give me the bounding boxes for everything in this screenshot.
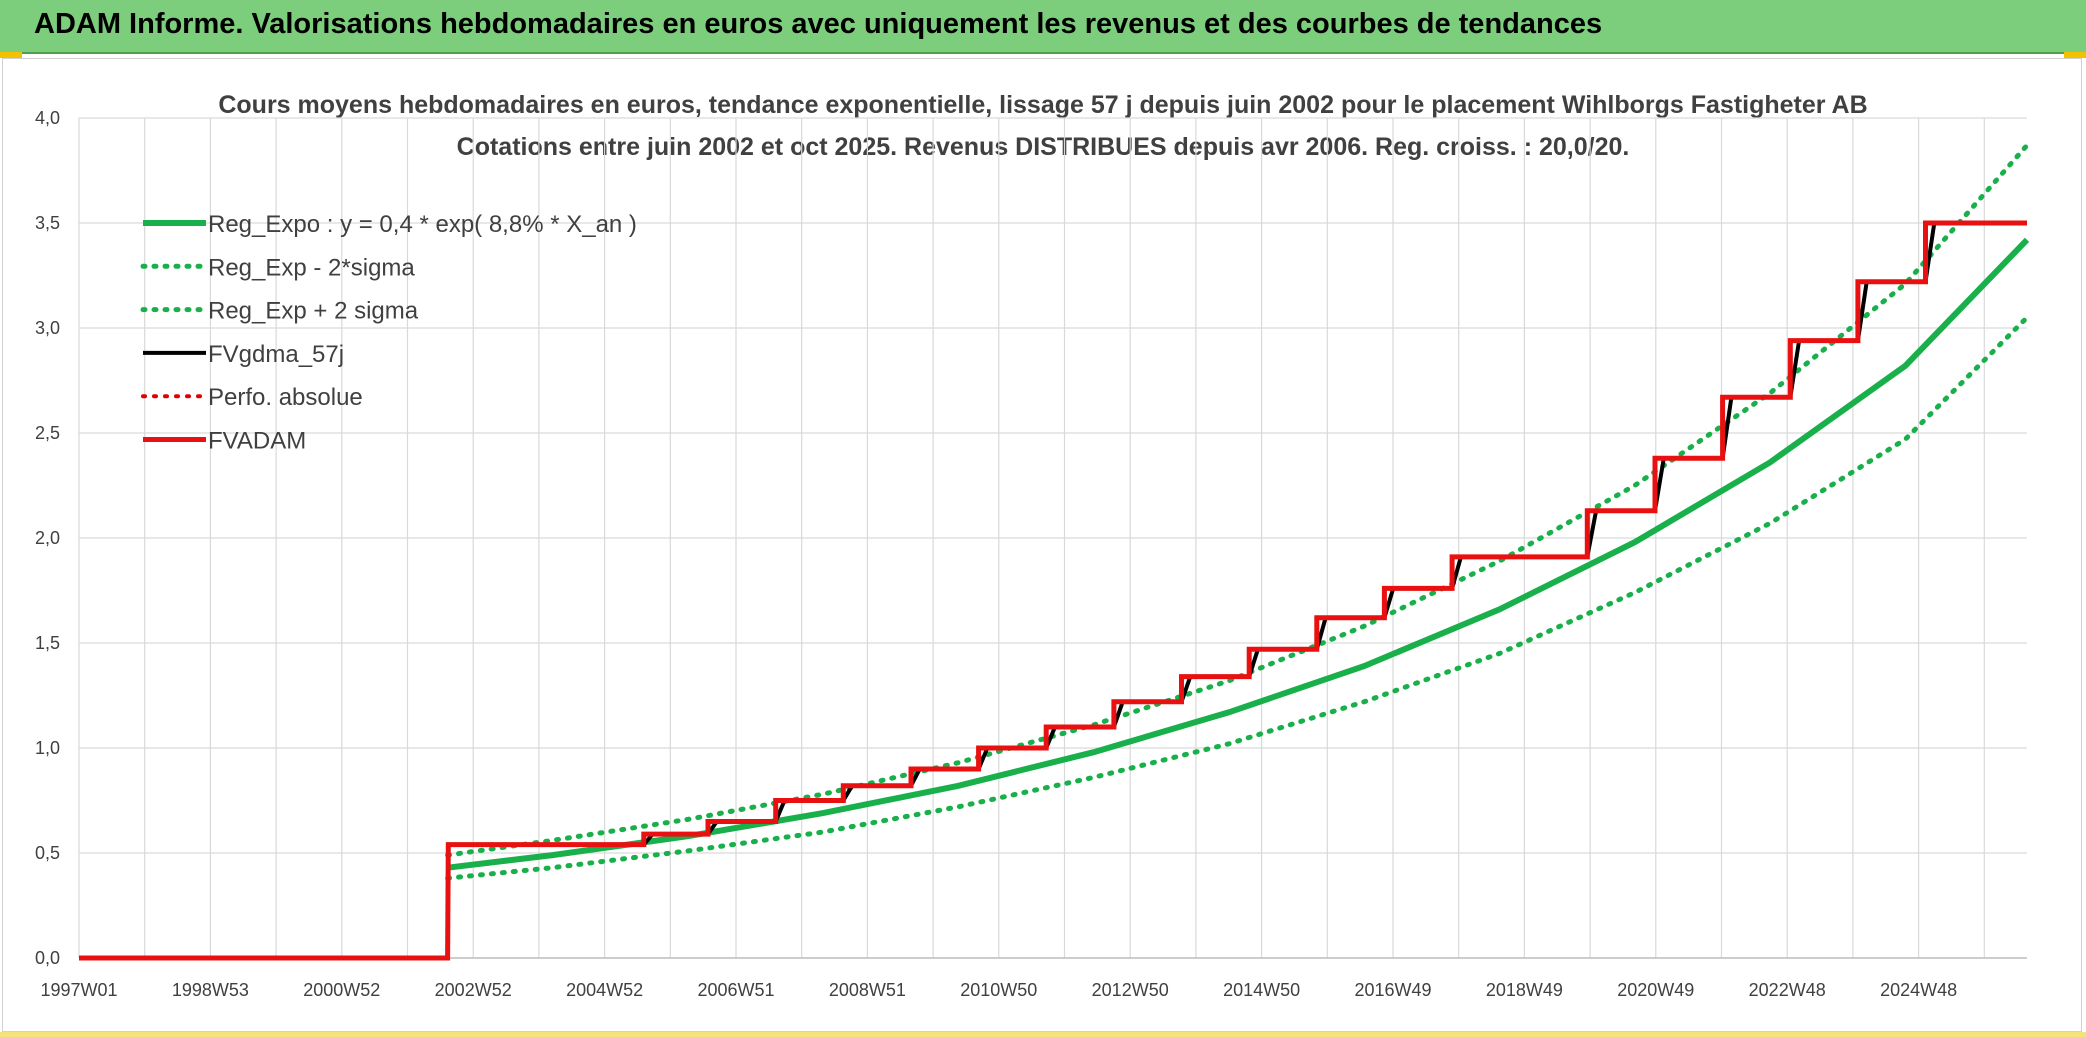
axes: 0,0 0,5 1,0 1,5 2,0 2,5 3,0 3,5 4,0 1997W01 1998W5… bbox=[35, 108, 2027, 1000]
x-tick-label: 2018W49 bbox=[1486, 980, 1563, 1000]
series bbox=[79, 142, 2030, 961]
y-tick-label: 3,5 bbox=[35, 213, 60, 233]
x-tick-label: 1998W53 bbox=[172, 980, 249, 1000]
x-tick-label: 2002W52 bbox=[435, 980, 512, 1000]
legend-label-3: FVgdma_57j bbox=[208, 341, 344, 368]
bottom-strip bbox=[0, 1032, 2086, 1037]
series-line-3 bbox=[79, 221, 2027, 960]
x-tick-label: 2014W50 bbox=[1223, 980, 1300, 1000]
x-tick-label: 2022W48 bbox=[1749, 980, 1826, 1000]
y-tick-label: 0,5 bbox=[35, 843, 60, 863]
y-tick-label: 1,5 bbox=[35, 633, 60, 653]
series-line-2 bbox=[445, 142, 2030, 858]
chart-title-line-2: Cotations entre juin 2002 et oct 2025. R… bbox=[457, 133, 1630, 161]
x-tick-label: 1997W01 bbox=[40, 980, 117, 1000]
y-tick-label: 1,0 bbox=[35, 738, 60, 758]
x-tick-label: 2024W48 bbox=[1880, 980, 1957, 1000]
x-tick-label: 2010W50 bbox=[960, 980, 1037, 1000]
x-tick-label: 2006W51 bbox=[697, 980, 774, 1000]
legend: Reg_Expo : y = 0,4 * exp( 8,8% * X_an ) R… bbox=[140, 211, 637, 455]
x-tick-label: 2020W49 bbox=[1617, 980, 1694, 1000]
series-line-5 bbox=[79, 220, 2027, 961]
series-line-1 bbox=[445, 315, 2030, 881]
chart-title-line-1: Cours moyens hebdomadaires en euros, ten… bbox=[218, 91, 1867, 119]
report-title: ADAM Informe. Valorisations hebdomadaire… bbox=[34, 8, 1603, 40]
y-tick-label: 2,0 bbox=[35, 528, 60, 548]
x-tick-label: 2016W49 bbox=[1354, 980, 1431, 1000]
report-banner: ADAM Informe. Valorisations hebdomadaire… bbox=[0, 0, 2086, 54]
y-tick-label: 3,0 bbox=[35, 318, 60, 338]
grid bbox=[78, 117, 2027, 959]
y-tick-label: 0,0 bbox=[35, 948, 60, 968]
x-tick-label: 2012W50 bbox=[1092, 980, 1169, 1000]
x-tick-label: 2008W51 bbox=[829, 980, 906, 1000]
legend-label-5: FVADAM bbox=[208, 428, 306, 455]
series-line-0 bbox=[447, 237, 2030, 871]
corner-accent-right bbox=[2064, 52, 2086, 58]
x-tick-label: 2000W52 bbox=[303, 980, 380, 1000]
chart-area bbox=[2, 58, 2082, 1032]
legend-label-1: Reg_Exp - 2*sigma bbox=[208, 254, 415, 281]
x-tick-label: 2004W52 bbox=[566, 980, 643, 1000]
y-tick-label: 4,0 bbox=[35, 108, 60, 128]
legend-label-0: Reg_Expo : y = 0,4 * exp( 8,8% * X_an ) bbox=[208, 211, 637, 238]
legend-label-4: Perfo. absolue bbox=[208, 384, 363, 411]
legend-label-2: Reg_Exp + 2 sigma bbox=[208, 298, 419, 325]
y-tick-label: 2,5 bbox=[35, 423, 60, 443]
corner-accent-left bbox=[0, 52, 22, 58]
